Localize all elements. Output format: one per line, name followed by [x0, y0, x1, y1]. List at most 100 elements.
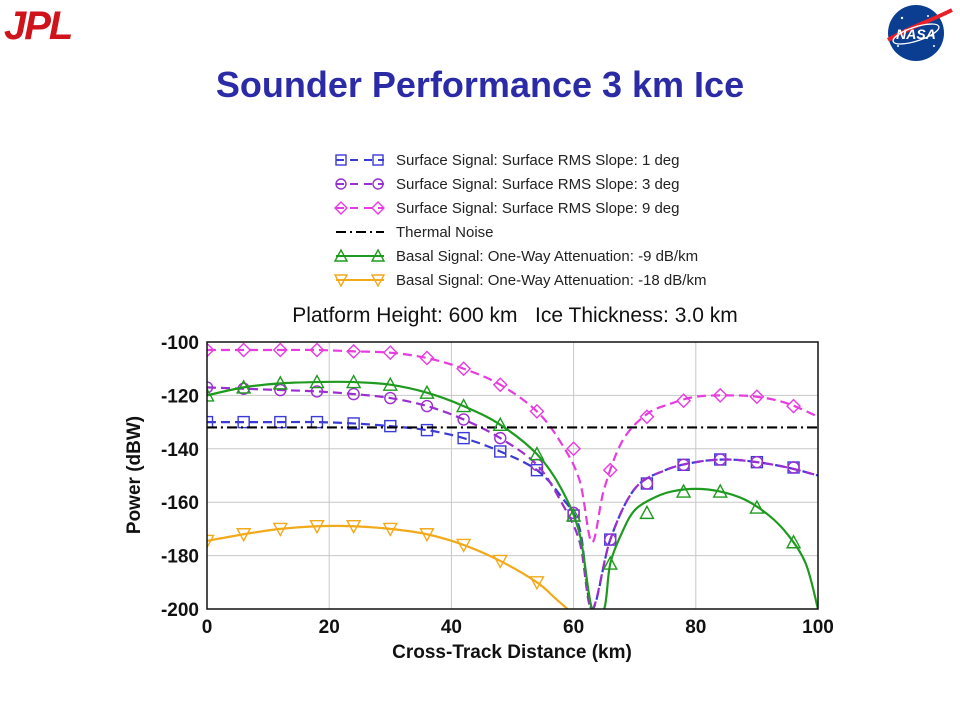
data-point	[455, 398, 472, 413]
data-point	[207, 534, 215, 549]
plot-title: Platform Height: 600 km Ice Thickness: 3…	[292, 304, 737, 327]
y-tick-label: -200	[161, 600, 199, 621]
series-1	[207, 415, 818, 609]
legend-label: Surface Signal: Surface RMS Slope: 9 deg	[396, 200, 680, 217]
legend-marker	[372, 154, 384, 166]
series-line-5	[207, 380, 818, 609]
legend-label: Thermal Noise	[396, 224, 494, 241]
x-tick-label: 100	[802, 617, 834, 638]
data-point	[272, 342, 288, 358]
y-tick-label: -180	[161, 547, 199, 568]
series-line-6	[207, 524, 569, 609]
legend-marker	[335, 178, 347, 190]
data-point	[492, 377, 508, 393]
series-5	[207, 374, 818, 609]
data-point	[675, 483, 692, 498]
data-point	[207, 381, 214, 394]
data-point	[419, 384, 435, 399]
legend-marker	[370, 274, 386, 288]
data-point	[420, 423, 434, 437]
x-tick-label: 40	[441, 617, 462, 638]
legend-marker	[334, 201, 348, 215]
legend-marker	[372, 178, 384, 190]
data-point	[346, 343, 362, 359]
legend-entry: Surface Signal: Surface RMS Slope: 9 deg	[334, 200, 680, 217]
data-point	[419, 528, 435, 543]
data-point	[712, 483, 728, 498]
legend-marker	[333, 274, 349, 288]
data-point	[714, 453, 727, 466]
x-tick-label: 20	[319, 617, 340, 638]
data-point	[235, 379, 252, 394]
data-point	[345, 374, 362, 389]
data-point	[274, 383, 287, 397]
data-point	[677, 458, 690, 472]
data-point	[712, 387, 728, 403]
data-point	[207, 415, 214, 429]
data-point	[529, 446, 545, 461]
legend-entry: Surface Signal: Surface RMS Slope: 3 deg	[335, 176, 680, 193]
legend-marker	[371, 201, 385, 215]
series-line-1	[207, 420, 818, 609]
legend-marker	[333, 248, 349, 262]
data-point	[456, 361, 472, 377]
data-point	[419, 350, 435, 366]
jpl-logo: JPL	[4, 4, 73, 48]
x-axis-label: Cross-Track Distance (km)	[392, 642, 632, 663]
x-tick-label: 80	[685, 617, 706, 638]
data-point	[347, 417, 360, 430]
legend-marker	[370, 248, 386, 262]
x-tick-label: 0	[202, 617, 213, 638]
data-point	[566, 441, 582, 457]
series-layer	[207, 342, 818, 609]
data-point	[382, 345, 398, 361]
data-point	[494, 445, 507, 458]
legend-label: Basal Signal: One-Way Attenuation: -18 d…	[396, 272, 706, 289]
data-point	[529, 576, 545, 591]
data-point	[237, 415, 250, 429]
plot-frame	[206, 341, 819, 610]
data-point	[639, 504, 655, 520]
data-point	[382, 376, 398, 391]
y-axis-label: Power (dBW)	[124, 416, 145, 534]
data-point	[786, 398, 802, 414]
nasa-logo-text: NASA	[896, 26, 936, 42]
series-3	[207, 342, 818, 544]
data-point	[457, 413, 470, 426]
y-tick-label: -140	[161, 440, 199, 461]
y-tick-label: -100	[161, 333, 199, 354]
data-point	[309, 342, 325, 358]
series-line-2	[207, 386, 818, 609]
data-point	[492, 416, 508, 431]
y-tick-label: -120	[161, 386, 199, 407]
data-point	[529, 403, 545, 419]
data-point	[236, 342, 252, 358]
legend-marker	[335, 154, 347, 166]
legend-entry: Thermal Noise	[336, 224, 494, 241]
legend-entry: Basal Signal: One-Way Attenuation: -18 d…	[333, 272, 706, 289]
data-point	[207, 342, 215, 358]
data-point	[785, 534, 802, 549]
x-tick-label: 60	[563, 617, 584, 638]
data-point	[310, 415, 324, 429]
data-point	[455, 538, 472, 553]
data-point	[309, 520, 325, 535]
data-point	[494, 431, 507, 445]
data-point	[310, 385, 324, 398]
legend-label: Surface Signal: Surface RMS Slope: 1 deg	[396, 152, 680, 169]
legend-label: Basal Signal: One-Way Attenuation: -9 dB…	[396, 248, 698, 265]
data-point	[384, 391, 397, 405]
legend: Surface Signal: Surface RMS Slope: 1 deg…	[333, 152, 706, 289]
data-point	[420, 399, 434, 413]
data-point	[274, 415, 287, 429]
legend-entry: Basal Signal: One-Way Attenuation: -9 dB…	[333, 248, 698, 265]
axis-ticks: 0 20 40 60 80 100 -100 -120 -140 -160 -180 -200	[161, 333, 834, 638]
slide-title: Sounder Performance 3 km Ice	[215, 64, 745, 105]
series-6	[207, 520, 569, 609]
series-line-3	[207, 348, 818, 544]
data-point	[604, 533, 617, 546]
jpl-logo-text: JPL	[4, 4, 73, 48]
data-point	[639, 409, 655, 425]
data-point	[676, 393, 692, 409]
